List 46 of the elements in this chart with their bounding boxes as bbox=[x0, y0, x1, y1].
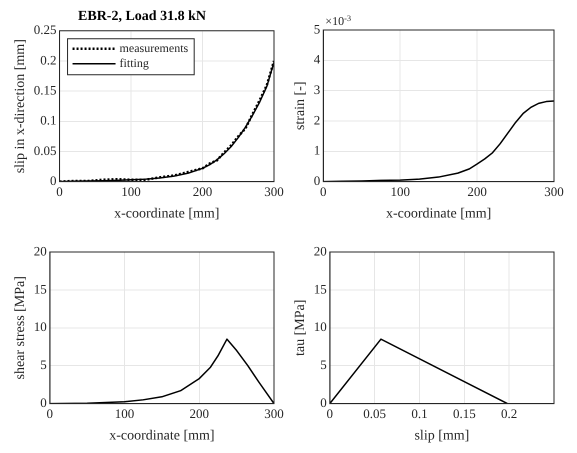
y-axis-title: slip in x-direction [mm] bbox=[13, 39, 28, 174]
x-axis-title: x-coordinate [mm] bbox=[386, 206, 492, 222]
legend-label: fitting bbox=[120, 56, 149, 70]
y-tick-label: 5 bbox=[40, 357, 47, 372]
y-tick-label: 0.2 bbox=[40, 52, 57, 68]
y-tick-label: 0.25 bbox=[34, 22, 57, 38]
y-tick-label: 0 bbox=[40, 395, 47, 410]
y-tick-label: 4 bbox=[314, 52, 321, 67]
x-tick-label: 300 bbox=[264, 184, 284, 199]
y-tick-label: 20 bbox=[34, 243, 47, 258]
x-tick-label: 300 bbox=[544, 184, 564, 199]
y-tick-label: 10 bbox=[34, 319, 47, 334]
x-tick-label: 0.05 bbox=[363, 406, 386, 421]
x-tick-label: 100 bbox=[121, 184, 141, 199]
y-tick-label: 0.15 bbox=[34, 82, 57, 98]
y-tick-label: 20 bbox=[314, 243, 327, 258]
x-tick-label: 200 bbox=[467, 184, 487, 199]
x-axis-title: x-coordinate [mm] bbox=[109, 428, 215, 444]
y-tick-label: 2 bbox=[314, 112, 320, 128]
y-tick-label: 0.1 bbox=[40, 112, 57, 128]
x-tick-label: 100 bbox=[114, 406, 134, 421]
y-tick-label: 10 bbox=[314, 319, 327, 334]
x-tick-label: 100 bbox=[390, 184, 410, 199]
x-axis-title: slip [mm] bbox=[414, 428, 470, 444]
y-tick-label: 0.05 bbox=[34, 142, 57, 158]
y-axis-title: shear stress [MPa] bbox=[13, 276, 28, 380]
legend-label: measurements bbox=[120, 40, 189, 55]
x-tick-label: 200 bbox=[192, 184, 212, 199]
y-tick-label: 5 bbox=[320, 357, 327, 372]
x-tick-label: 0.1 bbox=[411, 406, 428, 421]
y-tick-label: 0 bbox=[314, 173, 320, 188]
chart-title: EBR-2, Load 31.8 kN bbox=[78, 9, 206, 24]
y-tick-label: 0 bbox=[320, 395, 327, 410]
x-tick-label: 0.2 bbox=[501, 406, 518, 421]
x-tick-label: 0.15 bbox=[452, 406, 476, 421]
x-tick-label: 300 bbox=[264, 406, 284, 421]
y-tick-label: 1 bbox=[314, 142, 320, 158]
y-axis-title: tau [MPa] bbox=[293, 300, 308, 356]
y-tick-label: 0 bbox=[50, 173, 57, 188]
x-tick-label: 200 bbox=[190, 406, 210, 421]
y-tick-label: 5 bbox=[314, 21, 320, 36]
y-tick-label: 3 bbox=[314, 82, 320, 98]
y-tick-label: 15 bbox=[314, 281, 327, 296]
y-axis-title: strain [-] bbox=[293, 82, 308, 130]
x-axis-title: x-coordinate [mm] bbox=[114, 206, 220, 222]
y-tick-label: 15 bbox=[34, 281, 47, 296]
